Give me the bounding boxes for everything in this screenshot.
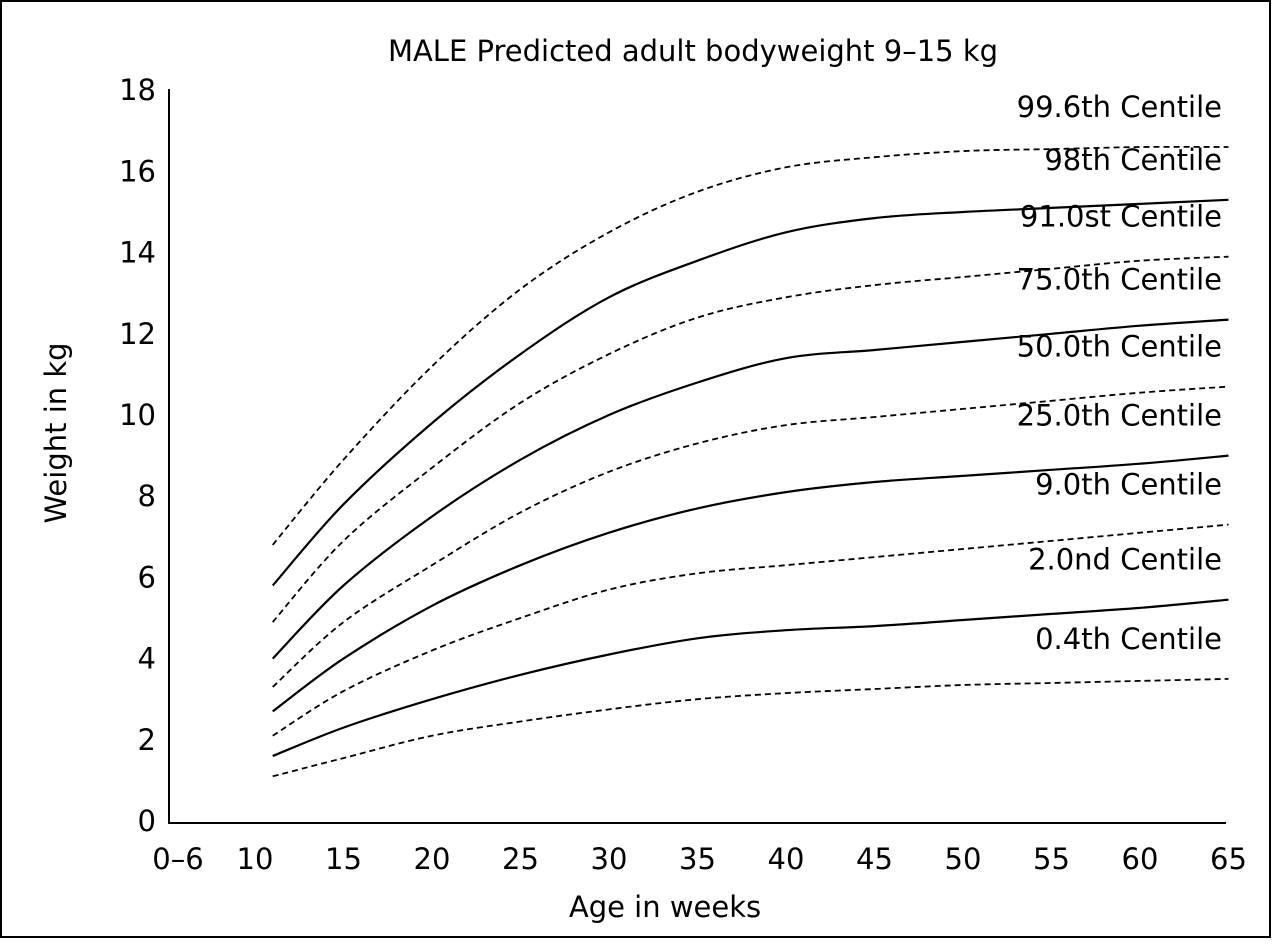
- y-tick-label: 12: [119, 317, 156, 351]
- series-label: 99.6th Centile: [1017, 90, 1222, 124]
- series-label: 75.0th Centile: [1017, 263, 1222, 297]
- y-axis-title: Weight in kg: [39, 342, 73, 523]
- series-line: [272, 454, 1229, 713]
- series-line: [271, 318, 1229, 660]
- x-axis-ticks: 0–6 10 15 20 25 30 35 40 45 50 55 60 65: [152, 842, 1247, 876]
- y-axis-ticks: 0 2 4 6 8 10 12 14 16 18: [119, 73, 156, 838]
- x-tick-label: 30: [591, 842, 628, 876]
- x-tick-label: 0–6: [152, 842, 203, 876]
- series-line: [272, 385, 1229, 688]
- series-lines: [271, 145, 1229, 778]
- series-line: [272, 145, 1229, 546]
- series-label: 9.0th Centile: [1035, 468, 1222, 502]
- series-label: 0.4th Centile: [1035, 622, 1222, 656]
- series-line: [272, 255, 1229, 623]
- y-tick-label: 0: [138, 804, 156, 838]
- chart-title: MALE Predicted adult bodyweight 9–15 kg: [388, 34, 998, 68]
- x-tick-label: 45: [856, 842, 893, 876]
- y-tick-label: 8: [138, 479, 156, 513]
- x-tick-label: 50: [945, 842, 982, 876]
- series-line: [272, 678, 1229, 778]
- x-tick-label: 25: [502, 842, 539, 876]
- y-tick-label: 10: [119, 398, 156, 432]
- x-tick-label: 60: [1122, 842, 1159, 876]
- x-tick-label: 35: [679, 842, 716, 876]
- series-labels: 99.6th Centile 98th Centile 91.0st Centile…: [1017, 90, 1222, 656]
- series-line: [272, 598, 1229, 758]
- x-tick-label: 20: [414, 842, 451, 876]
- x-tick-label: 65: [1210, 842, 1247, 876]
- series-label: 50.0th Centile: [1017, 330, 1222, 364]
- y-tick-label: 14: [119, 236, 156, 270]
- series-label: 2.0nd Centile: [1028, 543, 1222, 577]
- x-tick-label: 15: [325, 842, 362, 876]
- y-tick-label: 2: [138, 723, 156, 757]
- series-line: [272, 523, 1229, 737]
- y-tick-label: 6: [138, 560, 156, 594]
- y-tick-label: 18: [119, 73, 156, 107]
- series-label: 91.0st Centile: [1020, 200, 1222, 234]
- series-line: [271, 198, 1229, 587]
- x-tick-label: 40: [768, 842, 805, 876]
- x-tick-label: 55: [1033, 842, 1070, 876]
- x-tick-label: 10: [237, 842, 274, 876]
- y-tick-label: 16: [119, 154, 156, 188]
- series-label: 98th Centile: [1044, 143, 1222, 177]
- x-axis-title: Age in weeks: [569, 890, 761, 924]
- y-tick-label: 4: [138, 642, 156, 676]
- series-label: 25.0th Centile: [1017, 399, 1222, 433]
